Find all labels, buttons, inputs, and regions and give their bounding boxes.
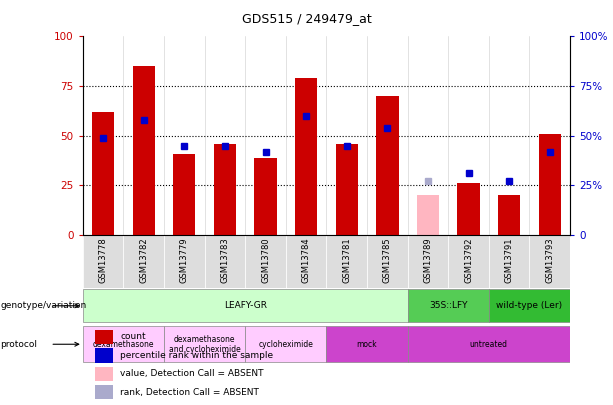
Text: dexamethasone
and cycloheximide: dexamethasone and cycloheximide xyxy=(169,335,240,354)
Bar xyxy=(164,326,245,362)
Bar xyxy=(327,326,408,362)
Text: value, Detection Call = ABSENT: value, Detection Call = ABSENT xyxy=(121,369,264,379)
Bar xyxy=(286,235,326,288)
Bar xyxy=(327,235,367,288)
Text: GSM13781: GSM13781 xyxy=(342,237,351,283)
Bar xyxy=(254,158,276,235)
Text: percentile rank within the sample: percentile rank within the sample xyxy=(121,351,273,360)
Bar xyxy=(530,235,570,288)
Text: mock: mock xyxy=(357,340,378,349)
Text: LEAFY-GR: LEAFY-GR xyxy=(224,301,267,310)
Bar xyxy=(205,235,245,288)
Text: GSM13785: GSM13785 xyxy=(383,237,392,283)
Text: GSM13782: GSM13782 xyxy=(139,237,148,283)
Bar xyxy=(408,326,570,362)
Bar xyxy=(96,330,113,344)
Text: dexamethasone: dexamethasone xyxy=(93,340,154,349)
Text: GSM13778: GSM13778 xyxy=(99,237,107,283)
Bar xyxy=(367,235,408,288)
Bar xyxy=(92,112,114,235)
Bar xyxy=(83,326,164,362)
Bar xyxy=(448,235,489,288)
Bar xyxy=(164,235,205,288)
Bar xyxy=(96,385,113,399)
Bar xyxy=(457,183,480,235)
Text: protocol: protocol xyxy=(1,340,37,349)
Text: GSM13783: GSM13783 xyxy=(221,237,229,283)
Bar xyxy=(376,96,398,235)
Text: GSM13784: GSM13784 xyxy=(302,237,311,283)
Text: 35S::LFY: 35S::LFY xyxy=(429,301,468,310)
Text: GSM13789: GSM13789 xyxy=(424,237,432,283)
Text: GSM13780: GSM13780 xyxy=(261,237,270,283)
Bar xyxy=(132,66,155,235)
Text: GDS515 / 249479_at: GDS515 / 249479_at xyxy=(242,12,371,25)
Bar xyxy=(83,289,408,322)
Bar xyxy=(417,195,439,235)
Bar xyxy=(498,195,520,235)
Text: wild-type (Ler): wild-type (Ler) xyxy=(497,301,563,310)
Bar xyxy=(83,235,123,288)
Bar xyxy=(214,144,236,235)
Bar xyxy=(245,235,286,288)
Bar xyxy=(408,289,489,322)
Text: GSM13793: GSM13793 xyxy=(546,237,554,283)
Bar xyxy=(408,235,448,288)
Bar xyxy=(96,367,113,381)
Bar xyxy=(123,235,164,288)
Bar xyxy=(539,134,561,235)
Text: cycloheximide: cycloheximide xyxy=(258,340,313,349)
Text: untreated: untreated xyxy=(470,340,508,349)
Bar xyxy=(96,348,113,363)
Bar xyxy=(335,144,358,235)
Text: rank, Detection Call = ABSENT: rank, Detection Call = ABSENT xyxy=(121,388,259,397)
Text: genotype/variation: genotype/variation xyxy=(1,301,87,310)
Text: GSM13792: GSM13792 xyxy=(464,237,473,283)
Bar xyxy=(173,153,196,235)
Bar xyxy=(245,326,327,362)
Text: GSM13791: GSM13791 xyxy=(504,237,514,283)
Bar xyxy=(489,289,570,322)
Bar xyxy=(489,235,530,288)
Text: count: count xyxy=(121,332,146,341)
Text: GSM13779: GSM13779 xyxy=(180,237,189,283)
Bar xyxy=(295,78,318,235)
